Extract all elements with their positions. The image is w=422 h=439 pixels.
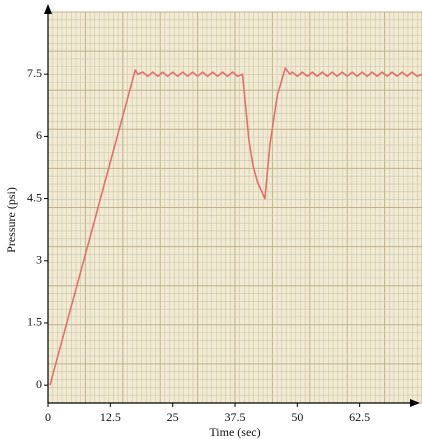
x-tick-label: 0 (45, 410, 51, 424)
paper-grid (48, 12, 422, 403)
y-axis-title: Pressure (psi) (4, 187, 18, 253)
y-tick-label: 7.5 (27, 66, 42, 80)
y-axis-arrow (44, 4, 52, 14)
x-tick-label: 50 (291, 410, 303, 424)
x-tick-label: 37.5 (225, 410, 246, 424)
x-axis-title: Time (sec) (209, 425, 260, 439)
chart: Time (sec) Pressure (psi) 0 1.5 3 4.5 6 7.5 0 1… (0, 0, 422, 439)
y-tick-label: 3 (36, 253, 42, 267)
y-tick-label: 4.5 (27, 190, 42, 204)
x-tick-label: 12.5 (100, 410, 121, 424)
y-tick-label: 0 (36, 377, 42, 391)
x-tick-label: 62.5 (349, 410, 370, 424)
x-tick-label: 25 (167, 410, 179, 424)
y-tick-label: 6 (36, 128, 42, 142)
y-tick-label: 1.5 (27, 315, 42, 329)
